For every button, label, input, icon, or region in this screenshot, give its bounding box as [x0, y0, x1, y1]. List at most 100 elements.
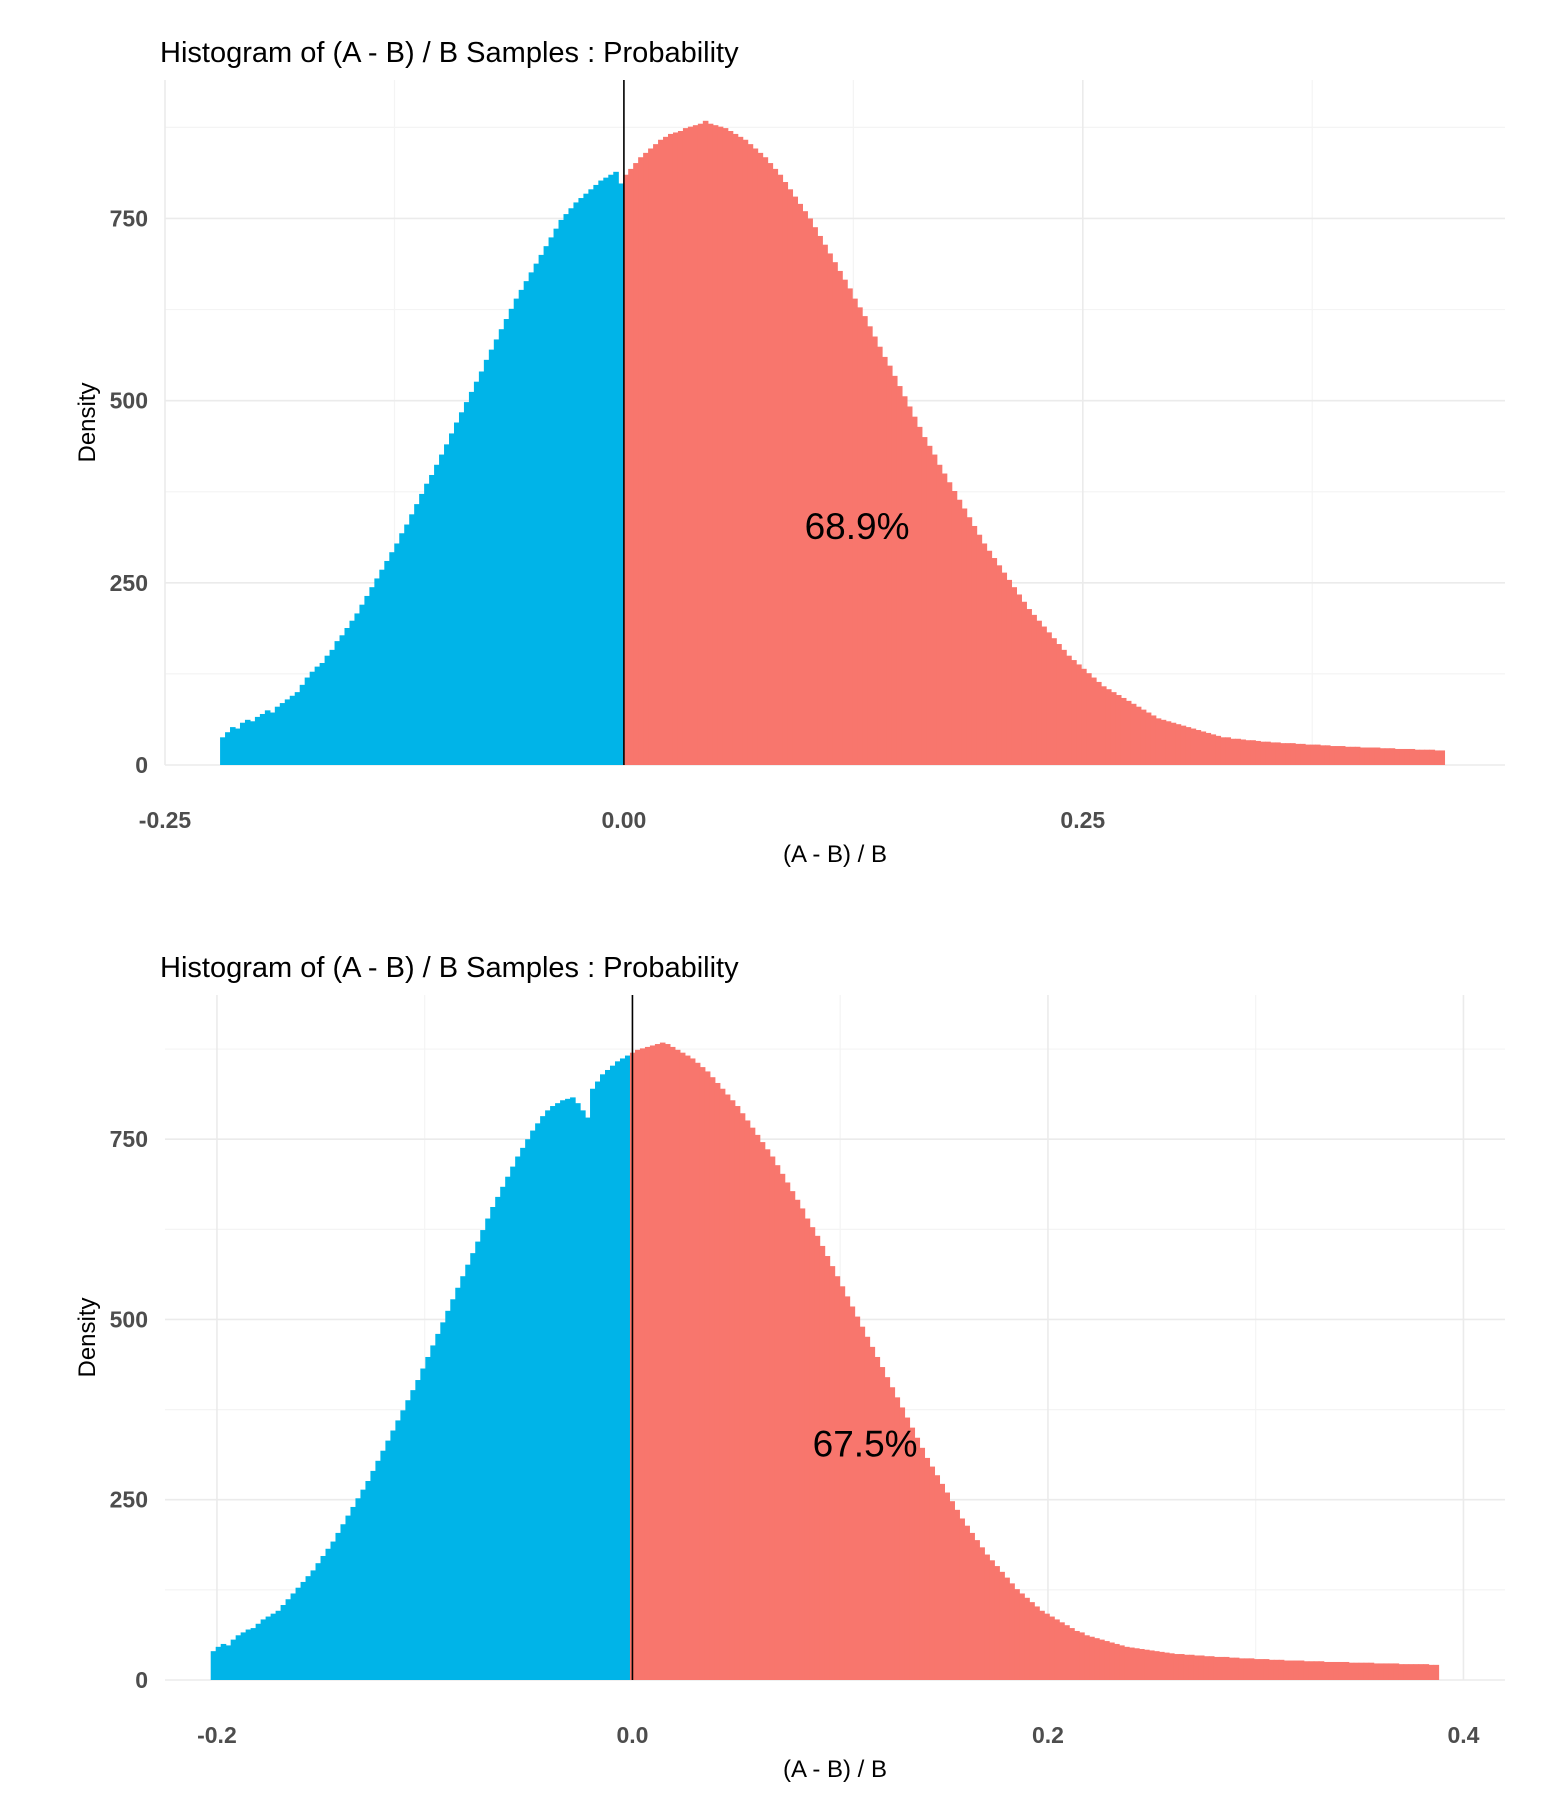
histogram-bar: [934, 1475, 941, 1680]
histogram-bar: [837, 270, 843, 765]
histogram-bar: [334, 641, 341, 765]
histogram-bar: [1414, 749, 1421, 765]
histogram-bar: [500, 1186, 506, 1680]
histogram-bar: [1091, 677, 1097, 765]
histogram-bar: [1169, 1653, 1175, 1680]
histogram-bar: [380, 1450, 386, 1680]
histogram-bar: [1114, 1643, 1120, 1680]
histogram-bar: [259, 713, 266, 765]
histogram-bar: [210, 1651, 217, 1680]
histogram-bar: [290, 1593, 297, 1680]
histogram-bar: [439, 454, 445, 765]
histogram-bar: [1334, 746, 1341, 765]
histogram-bar: [1283, 1660, 1290, 1680]
histogram-bar: [508, 308, 515, 765]
histogram-bar: [1243, 1658, 1250, 1680]
histogram-bar: [1223, 1656, 1230, 1680]
histogram-bar: [884, 1377, 891, 1680]
histogram-bar: [996, 565, 1003, 765]
histogram-bar: [792, 196, 799, 766]
histogram-bar: [694, 1062, 701, 1680]
histogram-bar: [1218, 1656, 1225, 1680]
histogram-bar: [1240, 739, 1246, 765]
histogram-bar: [936, 464, 943, 765]
histogram-bar: [779, 1173, 786, 1680]
histogram-bar: [1066, 655, 1072, 765]
histogram-bar: [1011, 587, 1017, 765]
histogram-bar: [1424, 749, 1431, 765]
histogram-bar: [444, 444, 450, 765]
histogram-bar: [1185, 727, 1192, 765]
histogram-bar: [220, 737, 226, 765]
histogram-bar: [764, 1149, 771, 1680]
histogram-bar: [558, 219, 565, 765]
histogram-bar: [684, 1055, 691, 1680]
histogram-bar: [724, 1094, 731, 1680]
histogram-bar: [1273, 1659, 1280, 1680]
histogram-bar: [719, 1088, 726, 1680]
histogram-bar: [1320, 745, 1326, 765]
histogram-bar: [777, 174, 784, 766]
histogram-bar: [986, 550, 993, 765]
histogram-bar: [1188, 1654, 1195, 1680]
histogram-bar: [1313, 1661, 1320, 1680]
histogram-bar: [483, 359, 490, 765]
histogram-bar: [1145, 712, 1152, 765]
histogram-bar: [1363, 1662, 1370, 1680]
histogram-bar: [585, 1117, 591, 1680]
histogram-bar: [989, 1560, 995, 1680]
histogram-bar: [759, 1142, 766, 1680]
histogram-bar: [956, 499, 963, 765]
histogram-bar: [687, 126, 694, 765]
histogram-bar: [1303, 1661, 1310, 1680]
histogram-bar: [974, 1540, 980, 1680]
histogram-bar: [1089, 1636, 1095, 1680]
histogram-bar: [463, 402, 470, 765]
histogram-bar: [1049, 1616, 1055, 1680]
histogram-bar: [807, 218, 813, 765]
histogram-bar: [941, 473, 948, 765]
histogram-bar: [490, 1206, 496, 1680]
histogram-bar: [1006, 579, 1013, 765]
histogram-bar: [619, 1058, 626, 1680]
histogram-bar: [628, 168, 634, 765]
histogram-bar: [289, 695, 296, 765]
histogram-bar: [339, 635, 346, 765]
histogram-bar: [749, 1127, 756, 1680]
histogram-bar: [1290, 743, 1296, 765]
histogram-bar: [789, 1191, 796, 1680]
histogram-bar: [415, 1380, 421, 1680]
histogram-bar: [1041, 626, 1047, 765]
histogram-bar: [839, 1286, 846, 1680]
histogram-bar: [1270, 742, 1276, 765]
histogram-bar: [959, 1518, 965, 1680]
histogram-bar: [1328, 1661, 1335, 1680]
histogram-bar: [1104, 1641, 1110, 1680]
histogram-bar: [1034, 1606, 1040, 1680]
histogram-bar: [528, 272, 535, 765]
histogram-bar: [593, 184, 599, 765]
histogram-bar: [345, 1515, 352, 1680]
histogram-bar: [370, 1470, 377, 1680]
histogram-bar: [929, 1466, 936, 1680]
histogram-bar: [568, 208, 575, 765]
histogram-bar: [1029, 1602, 1035, 1680]
histogram-bar: [1374, 747, 1381, 765]
histogram-bar: [999, 1571, 1005, 1680]
histogram-bar: [1404, 748, 1411, 765]
histogram-bar: [1195, 730, 1202, 765]
histogram-bar: [1388, 1663, 1395, 1680]
histogram-bar: [385, 1440, 391, 1680]
histogram-bar: [822, 244, 828, 765]
histogram-bar: [849, 1306, 856, 1680]
histogram-bar: [1359, 747, 1366, 765]
histogram-bar: [1099, 1639, 1105, 1680]
histogram-bar: [614, 1061, 621, 1680]
histogram-bar: [475, 1241, 481, 1680]
histogram-bar: [966, 517, 973, 765]
histogram-bar: [644, 1046, 651, 1680]
histogram-bar: [769, 1156, 776, 1680]
x-tick-label: 0.25: [1060, 807, 1105, 833]
histogram-bar: [384, 560, 390, 765]
histogram-bar: [1275, 742, 1281, 765]
